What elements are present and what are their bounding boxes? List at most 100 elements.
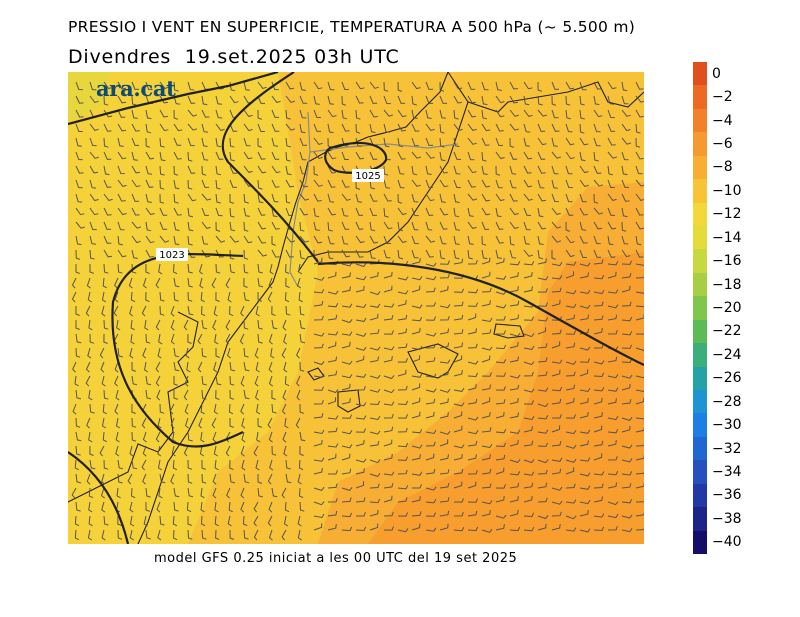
wind-barb [327, 165, 336, 174]
wind-barb [201, 249, 211, 258]
wind-barb [565, 290, 577, 295]
ara-cat-logo[interactable]: ara.cat [96, 76, 176, 101]
wind-barb [425, 262, 437, 267]
wind-barb [215, 291, 220, 302]
wind-barb [201, 389, 207, 400]
wind-barb [439, 482, 450, 489]
wind-barb [383, 495, 393, 503]
wind-barb [187, 165, 196, 174]
wind-barb [341, 81, 349, 90]
colorbar-segment [693, 202, 707, 227]
wind-barb [170, 333, 175, 345]
wind-barb [369, 81, 379, 89]
wind-barb [467, 526, 479, 532]
wind-barb [523, 249, 533, 257]
wind-barb [621, 316, 633, 322]
wind-barb [159, 207, 168, 216]
wind-barb [327, 179, 336, 188]
wind-barb [142, 277, 147, 289]
wind-barb [341, 179, 350, 188]
wind-barb [145, 109, 152, 120]
wind-barb [425, 207, 434, 216]
wind-barb [453, 81, 463, 90]
wind-barb [103, 235, 112, 244]
wind-barb [281, 403, 287, 415]
wind-barb [593, 513, 605, 518]
wind-barb [299, 319, 306, 330]
wind-barb [635, 123, 641, 134]
wind-barb [537, 497, 548, 503]
wind-barb [355, 346, 367, 351]
wind-barb [355, 207, 364, 216]
wind-barb [313, 513, 325, 519]
wind-barb [551, 299, 561, 307]
colorbar-label: −2 [712, 89, 733, 106]
wind-barb [355, 415, 367, 420]
wind-barb [341, 109, 348, 120]
colorbar-segment [693, 226, 707, 250]
wind-barb [71, 487, 77, 499]
wind-barb [213, 403, 219, 415]
wind-barb [145, 333, 151, 344]
wind-barb [565, 81, 575, 90]
wind-barb [453, 342, 464, 349]
wind-barb [523, 165, 532, 174]
wind-barb [313, 137, 323, 145]
wind-barb [565, 515, 577, 520]
wind-barb [85, 305, 91, 317]
wind-barb [397, 442, 409, 448]
wind-barb [355, 137, 362, 147]
wind-barb [411, 316, 423, 322]
wind-barb [157, 445, 162, 457]
wind-barb [103, 389, 109, 400]
wind-barb [425, 527, 437, 532]
wind-barb [621, 109, 631, 117]
wind-barb [173, 207, 182, 216]
wind-barb [621, 137, 632, 145]
wind-barb [439, 439, 449, 447]
wind-barb [229, 529, 235, 540]
wind-barb [369, 430, 381, 435]
wind-barb [101, 417, 107, 429]
wind-barb [607, 428, 619, 434]
wind-barb [383, 193, 392, 202]
wind-barb [170, 473, 175, 485]
wind-barb [439, 249, 446, 260]
colorbar-segment [693, 179, 707, 204]
wind-barb [88, 515, 93, 527]
wind-barb [173, 165, 179, 176]
borders [289, 111, 459, 288]
wind-barb [621, 458, 633, 463]
wind-barb [225, 333, 231, 345]
wind-barb [369, 472, 381, 477]
wind-barb [481, 257, 491, 265]
colorbar-segment [693, 507, 707, 532]
wind-barb [523, 316, 535, 321]
wind-barb [383, 303, 395, 308]
wind-barb [243, 151, 253, 160]
wind-barb [593, 109, 603, 118]
wind-barb [117, 235, 123, 246]
wind-barb [341, 319, 353, 324]
wind-barb [75, 81, 83, 91]
colorbar-label: −22 [712, 323, 742, 340]
wind-barb [369, 95, 378, 104]
wind-barb [579, 398, 589, 405]
wind-barb [281, 347, 287, 359]
wind-barb [170, 319, 175, 331]
wind-barb [271, 249, 280, 258]
wind-barb [117, 263, 123, 274]
wind-barb [481, 500, 493, 505]
wind-barb [285, 249, 294, 258]
wind-barb [467, 416, 479, 421]
wind-barb [397, 81, 403, 92]
wind-barb [184, 417, 189, 429]
wind-barb [607, 207, 615, 216]
wind-barb [537, 137, 547, 146]
wind-barb [228, 501, 233, 513]
wind-barb [355, 221, 364, 230]
wind-barb [467, 288, 479, 294]
wind-barb [129, 501, 134, 513]
wind-barb [240, 487, 245, 499]
wind-barb [201, 319, 208, 330]
